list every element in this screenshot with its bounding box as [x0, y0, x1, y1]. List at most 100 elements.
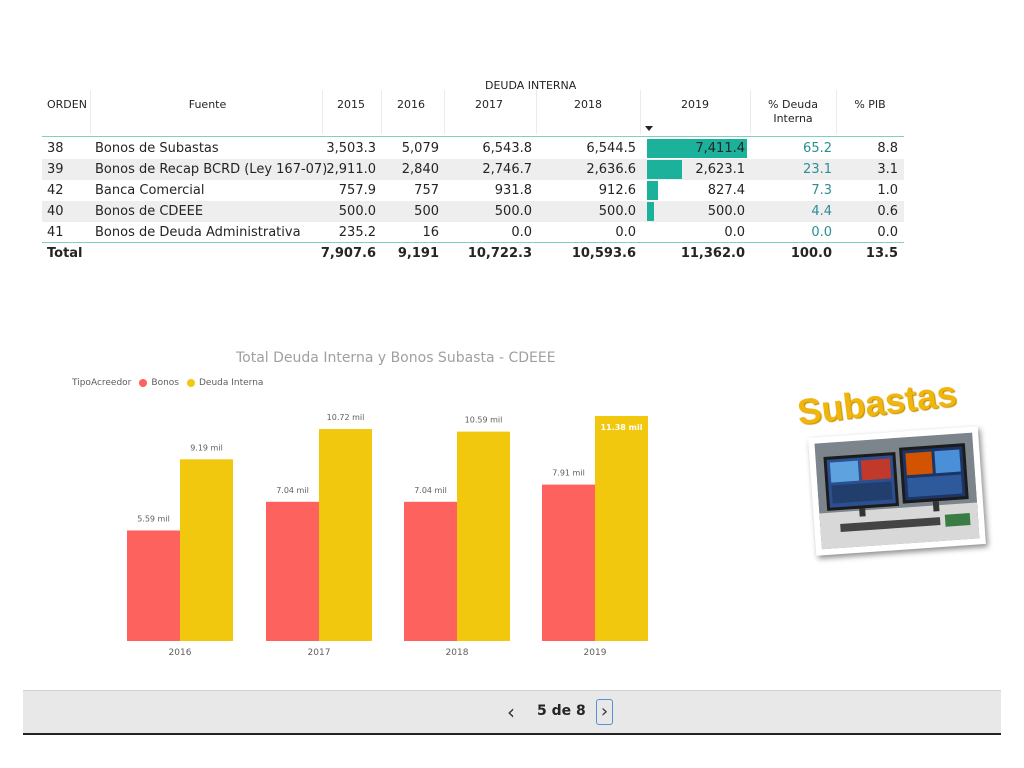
- bar-bonos-2017[interactable]: [266, 501, 319, 641]
- cell-fuente: Bonos de CDEEE: [95, 204, 204, 219]
- table-row[interactable]: 40 Bonos de CDEEE 500.0 500 500.0 500.0 500.0 4…: [42, 201, 904, 222]
- cell-pct-deuda: 7.3: [811, 183, 832, 198]
- bar-deuda-interna-2016[interactable]: [180, 459, 233, 641]
- cell-y2019: 0.0: [724, 225, 745, 240]
- cell-y2017: 0.0: [511, 225, 532, 240]
- table-title: DEUDA INTERNA: [485, 79, 577, 92]
- next-page-button[interactable]: ›: [596, 699, 613, 725]
- cell-y2019: 7,411.4: [695, 141, 745, 156]
- data-bar-2019: [647, 202, 654, 221]
- page-indicator: 5 de 8: [537, 703, 586, 719]
- x-tick-label: 2016: [169, 648, 192, 658]
- cell-y2015: 3,503.3: [326, 141, 376, 156]
- header-2015[interactable]: 2015: [337, 98, 365, 111]
- sort-descending-icon[interactable]: [645, 126, 653, 131]
- column-divider: [536, 90, 537, 134]
- cell-orden: 42: [47, 183, 64, 198]
- cell-y2017: 500.0: [494, 204, 532, 219]
- header-2019[interactable]: 2019: [681, 98, 709, 111]
- cell-y2018: 6,544.5: [586, 141, 636, 156]
- cell-y2019: 500.0: [707, 204, 745, 219]
- legend-deuda-label[interactable]: Deuda Interna: [198, 378, 264, 388]
- cell-orden: 40: [47, 204, 64, 219]
- cell-fuente: Bonos de Subastas: [95, 141, 219, 156]
- cell-pct-pib: 0.0: [877, 225, 898, 240]
- cell-orden: 41: [47, 225, 64, 240]
- chart-title: Total Deuda Interna y Bonos Subasta - CD…: [236, 350, 556, 366]
- bar-bonos-2019[interactable]: [542, 484, 595, 641]
- bar-deuda-interna-2018[interactable]: [457, 431, 510, 641]
- header-pct-deuda-line1: % Deuda: [768, 98, 818, 111]
- bar-bonos-2016[interactable]: [127, 530, 180, 641]
- data-label: 7.04 mil: [276, 486, 309, 495]
- cell-y2016: 5,079: [401, 141, 439, 156]
- cell-fuente: Banca Comercial: [95, 183, 205, 198]
- table-row[interactable]: 38 Bonos de Subastas 3,503.3 5,079 6,543.8 6,…: [42, 138, 904, 159]
- total-pct-pib: 13.5: [865, 246, 898, 261]
- data-label: 9.19 mil: [190, 443, 223, 452]
- header-orden[interactable]: ORDEN: [47, 98, 87, 111]
- cell-y2015: 2,911.0: [326, 162, 376, 177]
- subastas-caption: Subastas: [795, 372, 959, 433]
- cell-y2015: 235.2: [338, 225, 376, 240]
- cell-pct-pib: 0.6: [877, 204, 898, 219]
- cell-y2018: 2,636.6: [586, 162, 636, 177]
- cell-y2017: 2,746.7: [482, 162, 532, 177]
- data-bar-2019: [647, 139, 747, 158]
- total-divider: [42, 242, 904, 243]
- data-bar-2019: [647, 181, 659, 200]
- total-pct-deuda: 100.0: [790, 246, 832, 261]
- cell-y2016: 500: [414, 204, 439, 219]
- x-tick-label: 2017: [308, 648, 331, 658]
- page-navigation-bar: [23, 690, 1001, 735]
- data-label: 11.38 mil: [601, 423, 643, 432]
- data-bar-2019: [647, 160, 683, 179]
- header-divider: [42, 136, 904, 137]
- cell-pct-pib: 1.0: [877, 183, 898, 198]
- header-2018[interactable]: 2018: [574, 98, 602, 111]
- legend-bonos-label[interactable]: Bonos: [151, 378, 179, 388]
- total-2017: 10,722.3: [467, 246, 532, 261]
- bar-deuda-interna-2019[interactable]: [595, 416, 648, 641]
- header-fuente[interactable]: Fuente: [188, 98, 227, 111]
- bar-deuda-interna-2017[interactable]: [319, 429, 372, 641]
- cell-orden: 38: [47, 141, 64, 156]
- cell-pct-deuda: 23.1: [803, 162, 832, 177]
- column-divider: [322, 90, 323, 134]
- monitors-icon: [814, 432, 980, 550]
- cell-y2018: 500.0: [598, 204, 636, 219]
- cell-y2017: 931.8: [494, 183, 532, 198]
- data-label: 7.91 mil: [552, 469, 585, 478]
- column-divider: [381, 90, 382, 134]
- cell-y2016: 16: [422, 225, 439, 240]
- data-label: 5.59 mil: [137, 514, 170, 523]
- cell-pct-pib: 8.8: [877, 141, 898, 156]
- cell-pct-pib: 3.1: [877, 162, 898, 177]
- legend-title: TipoAcreedor: [72, 378, 132, 388]
- header-pct-deuda[interactable]: % Deuda Interna: [758, 98, 828, 126]
- header-pct-pib[interactable]: % PIB: [854, 98, 886, 111]
- x-tick-label: 2018: [446, 648, 469, 658]
- table-row[interactable]: 42 Banca Comercial 757.9 757 931.8 912.6 827.4…: [42, 180, 904, 201]
- cell-pct-deuda: 65.2: [803, 141, 832, 156]
- x-tick-label: 2019: [584, 648, 607, 658]
- bar-bonos-2018[interactable]: [404, 501, 457, 641]
- header-2017[interactable]: 2017: [475, 98, 503, 111]
- photo-content: [814, 432, 980, 550]
- column-divider: [444, 90, 445, 134]
- header-2016[interactable]: 2016: [397, 98, 425, 111]
- table-row[interactable]: 41 Bonos de Deuda Administrativa 235.2 16 0.…: [42, 222, 904, 243]
- previous-page-button[interactable]: ‹: [507, 700, 515, 724]
- data-label: 10.59 mil: [465, 416, 503, 425]
- total-label: Total: [47, 246, 83, 261]
- legend-deuda-swatch: [186, 379, 195, 387]
- cell-orden: 39: [47, 162, 64, 177]
- header-pct-deuda-line2: Interna: [773, 112, 813, 125]
- cell-pct-deuda: 4.4: [811, 204, 832, 219]
- cell-y2017: 6,543.8: [482, 141, 532, 156]
- chart-legend: TipoAcreedor Bonos Deuda Interna: [72, 378, 263, 388]
- cell-y2015: 757.9: [338, 183, 376, 198]
- column-divider: [90, 90, 91, 134]
- table-row[interactable]: 39 Bonos de Recap BCRD (Ley 167-07) 2,911.…: [42, 159, 904, 180]
- cell-y2019: 827.4: [707, 183, 745, 198]
